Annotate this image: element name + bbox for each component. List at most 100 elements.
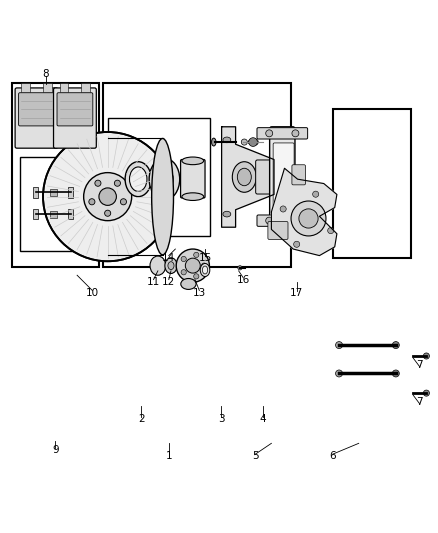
Ellipse shape — [168, 262, 174, 270]
Circle shape — [280, 206, 286, 212]
Ellipse shape — [223, 137, 231, 143]
Circle shape — [299, 209, 318, 228]
FancyBboxPatch shape — [256, 160, 275, 194]
Polygon shape — [222, 127, 274, 227]
Bar — [49, 211, 57, 217]
Bar — [43, 83, 52, 92]
Bar — [12, 83, 99, 266]
Circle shape — [392, 342, 399, 349]
Polygon shape — [272, 168, 337, 256]
Ellipse shape — [202, 266, 208, 274]
Bar — [33, 209, 38, 220]
Ellipse shape — [130, 167, 147, 191]
Ellipse shape — [237, 168, 251, 185]
Text: 13: 13 — [193, 288, 206, 298]
Circle shape — [252, 139, 258, 145]
Circle shape — [194, 252, 199, 257]
Text: 2: 2 — [138, 414, 145, 424]
Text: 17: 17 — [290, 288, 304, 298]
Circle shape — [424, 390, 429, 396]
Circle shape — [292, 217, 299, 224]
Ellipse shape — [232, 161, 256, 192]
Text: 12: 12 — [162, 277, 175, 287]
FancyBboxPatch shape — [57, 93, 93, 126]
Bar — [103, 83, 291, 266]
Circle shape — [336, 370, 343, 377]
Text: 10: 10 — [86, 288, 99, 298]
Bar — [332, 109, 411, 258]
Ellipse shape — [125, 161, 151, 197]
Ellipse shape — [181, 279, 196, 289]
Bar — [20, 157, 90, 251]
Circle shape — [292, 130, 299, 137]
Circle shape — [249, 138, 258, 147]
Text: 16: 16 — [237, 274, 250, 285]
Ellipse shape — [99, 188, 117, 205]
FancyBboxPatch shape — [268, 222, 288, 239]
Text: 7: 7 — [417, 397, 423, 407]
Text: 11: 11 — [147, 277, 160, 287]
Text: 4: 4 — [259, 414, 266, 424]
FancyBboxPatch shape — [180, 159, 205, 198]
Circle shape — [266, 217, 273, 224]
Bar — [49, 189, 57, 196]
Ellipse shape — [182, 157, 204, 165]
Circle shape — [328, 228, 334, 233]
Circle shape — [201, 263, 207, 268]
Text: 7: 7 — [417, 360, 423, 370]
Ellipse shape — [182, 193, 204, 200]
Circle shape — [336, 342, 343, 349]
FancyBboxPatch shape — [273, 143, 294, 211]
Circle shape — [313, 191, 319, 197]
Text: 15: 15 — [198, 253, 212, 263]
Bar — [81, 83, 90, 92]
Bar — [21, 83, 30, 92]
Circle shape — [194, 274, 199, 279]
Text: 3: 3 — [218, 414, 225, 424]
Circle shape — [181, 270, 186, 275]
FancyBboxPatch shape — [18, 93, 54, 126]
Ellipse shape — [84, 173, 132, 221]
Ellipse shape — [43, 132, 172, 261]
Circle shape — [238, 265, 242, 270]
Circle shape — [95, 180, 101, 186]
Ellipse shape — [152, 139, 173, 255]
Ellipse shape — [150, 256, 166, 275]
FancyBboxPatch shape — [53, 88, 96, 148]
Circle shape — [392, 370, 399, 377]
FancyBboxPatch shape — [257, 215, 307, 227]
Text: 14: 14 — [162, 253, 175, 263]
FancyBboxPatch shape — [257, 128, 307, 139]
Bar — [68, 187, 73, 198]
Circle shape — [291, 201, 326, 236]
Circle shape — [293, 241, 300, 247]
Circle shape — [266, 130, 273, 137]
Ellipse shape — [212, 138, 216, 146]
Circle shape — [185, 258, 200, 273]
Ellipse shape — [155, 167, 173, 191]
Circle shape — [248, 140, 253, 144]
Circle shape — [120, 199, 127, 205]
Ellipse shape — [149, 158, 180, 200]
Ellipse shape — [165, 258, 177, 273]
Ellipse shape — [223, 211, 231, 217]
Circle shape — [114, 180, 120, 186]
Text: 5: 5 — [252, 451, 258, 462]
Text: 6: 6 — [329, 451, 336, 462]
Bar — [68, 209, 73, 220]
Text: 8: 8 — [42, 69, 49, 78]
Bar — [33, 187, 38, 198]
Circle shape — [241, 139, 247, 145]
Circle shape — [424, 353, 429, 359]
FancyBboxPatch shape — [292, 165, 305, 185]
Circle shape — [89, 199, 95, 205]
Text: 9: 9 — [52, 445, 59, 455]
FancyBboxPatch shape — [270, 127, 295, 227]
Circle shape — [176, 249, 209, 282]
Ellipse shape — [200, 263, 210, 277]
Bar — [108, 118, 210, 236]
FancyBboxPatch shape — [15, 88, 58, 148]
Bar — [60, 83, 68, 92]
Circle shape — [105, 210, 111, 216]
Circle shape — [181, 256, 186, 262]
